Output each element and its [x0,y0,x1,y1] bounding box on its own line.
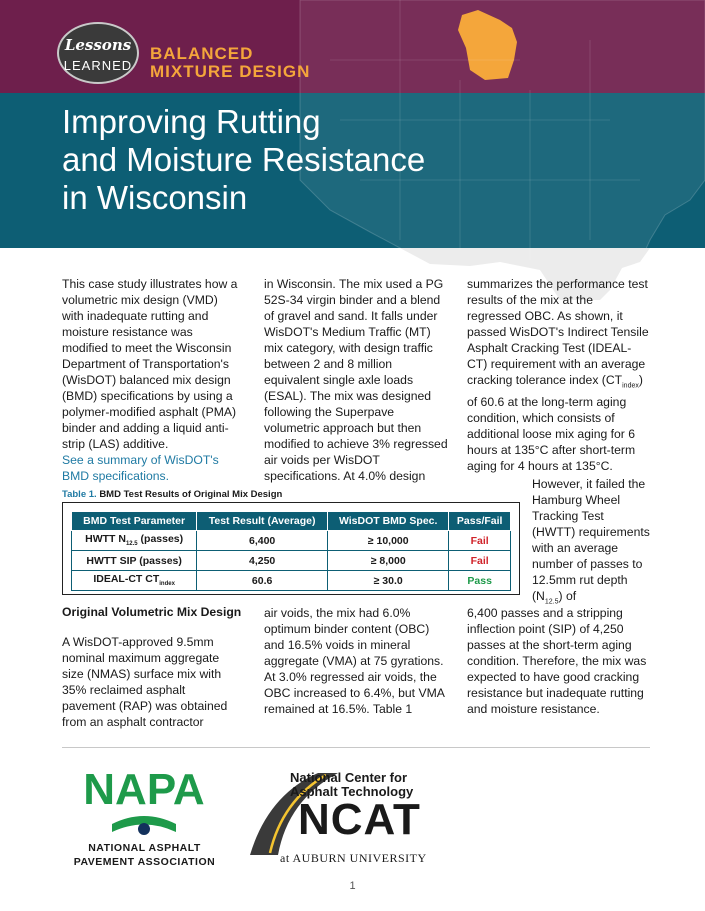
table-caption-text: BMD Test Results of Original Mix Design [99,489,283,500]
table-cell-spec: ≥ 8,000 [326,550,450,571]
footer-divider [62,747,650,748]
table-caption-number: Table 1. [62,489,97,500]
table-cell-status: Fail [448,530,511,551]
ncat-logo-text: NCAT [298,795,421,844]
ncat-line2: Asphalt Technology [290,784,414,799]
napa-name: NATIONAL ASPHALT PAVEMENT ASSOCIATION [62,841,227,869]
badge-line2: LEARNED [63,58,133,73]
table-cell-param: IDEAL-CT CTindex [70,570,198,591]
results-paragraph: summarizes the performance test results … [467,277,649,474]
table-cell-status: Fail [448,550,511,571]
mix-origin-paragraph: A WisDOT-approved 9.5mm nominal maximum … [62,635,228,729]
body-column-3b: However, it failed the Hamburg Wheel Tra… [532,476,650,610]
table-header-cell: Pass/Fail [448,511,511,531]
auburn-text: at AUBURN UNIVERSITY [280,851,427,865]
body-column-2: in Wisconsin. The mix used a PG 52S-34 v… [264,276,450,484]
body-column-3c: 6,400 passes and a stripping inflection … [467,605,650,717]
bmd-spec-link[interactable]: See a summary of WisDOT's BMD specificat… [62,453,219,483]
ncat-name: National Center for Asphalt Technology [290,771,413,799]
kicker-line1: BALANCED [150,44,254,63]
wisconsin-shape [458,10,517,80]
title-line2: and Moisture Resistance [62,141,426,178]
results-table: BMD Test Parameter Test Result (Average)… [70,511,511,591]
series-kicker: BALANCED MIXTURE DESIGN [150,45,310,81]
table-cell-param: HWTT N12.5 (passes) [70,530,198,551]
table-header-cell: BMD Test Parameter [70,511,198,531]
table-header-cell: WisDOT BMD Spec. [326,511,450,531]
table-caption: Table 1. BMD Test Results of Original Mi… [62,489,282,500]
hwtt-paragraph: However, it failed the Hamburg Wheel Tra… [532,477,650,606]
table-cell-status: Pass [448,570,511,591]
section-heading: Original Volumetric Mix Design [62,605,242,619]
page-number: 1 [349,880,356,892]
table-row: IDEAL-CT CTindex 60.6 ≥ 30.0 Pass [70,570,511,591]
table-row: HWTT SIP (passes) 4,250 ≥ 8,000 Fail [70,550,511,571]
body-column-3: summarizes the performance test results … [467,276,650,474]
napa-line2: PAVEMENT ASSOCIATION [73,856,216,868]
table-header-cell: Test Result (Average) [196,511,328,531]
napa-logo: NAPA [83,765,205,835]
table-cell-spec: ≥ 10,000 [326,530,450,551]
table-cell-result: 6,400 [196,530,328,551]
conclusion-paragraph: 6,400 passes and a stripping inflection … [467,606,647,716]
section2-column-1: A WisDOT-approved 9.5mm nominal maximum … [62,634,240,730]
page-title: Improving Rutting and Moisture Resistanc… [62,103,425,217]
napa-logo-text: NAPA [83,765,204,814]
ncat-road-graphic [250,773,338,855]
badge-line1: Lessons [64,36,132,54]
napa-line1: NATIONAL ASPHALT [88,842,201,854]
mix-volumetrics-paragraph: air voids, the mix had 6.0% optimum bind… [264,606,445,716]
table-header-row: BMD Test Parameter Test Result (Average)… [70,511,511,531]
table-cell-spec: ≥ 30.0 [326,570,450,591]
table-cell-result: 60.6 [196,570,328,591]
lessons-learned-badge: Lessons LEARNED [57,22,139,84]
table-cell-result: 4,250 [196,550,328,571]
kicker-line2: MIXTURE DESIGN [150,62,311,81]
ncat-line1: National Center for [290,770,408,785]
us-map-graphic [299,0,705,300]
mix-description-paragraph: in Wisconsin. The mix used a PG 52S-34 v… [264,277,448,483]
title-line1: Improving Rutting [62,103,321,140]
table-row: HWTT N12.5 (passes) 6,400 ≥ 10,000 Fail [70,530,511,551]
section2-column-2: air voids, the mix had 6.0% optimum bind… [264,605,450,717]
header-bottom-band [0,93,705,248]
table-cell-param: HWTT SIP (passes) [70,550,198,571]
results-table-frame: BMD Test Parameter Test Result (Average)… [62,502,520,595]
title-line3: in Wisconsin [62,179,248,216]
body-column-1: This case study illustrates how a volume… [62,276,240,484]
intro-paragraph: This case study illustrates how a volume… [62,277,238,451]
